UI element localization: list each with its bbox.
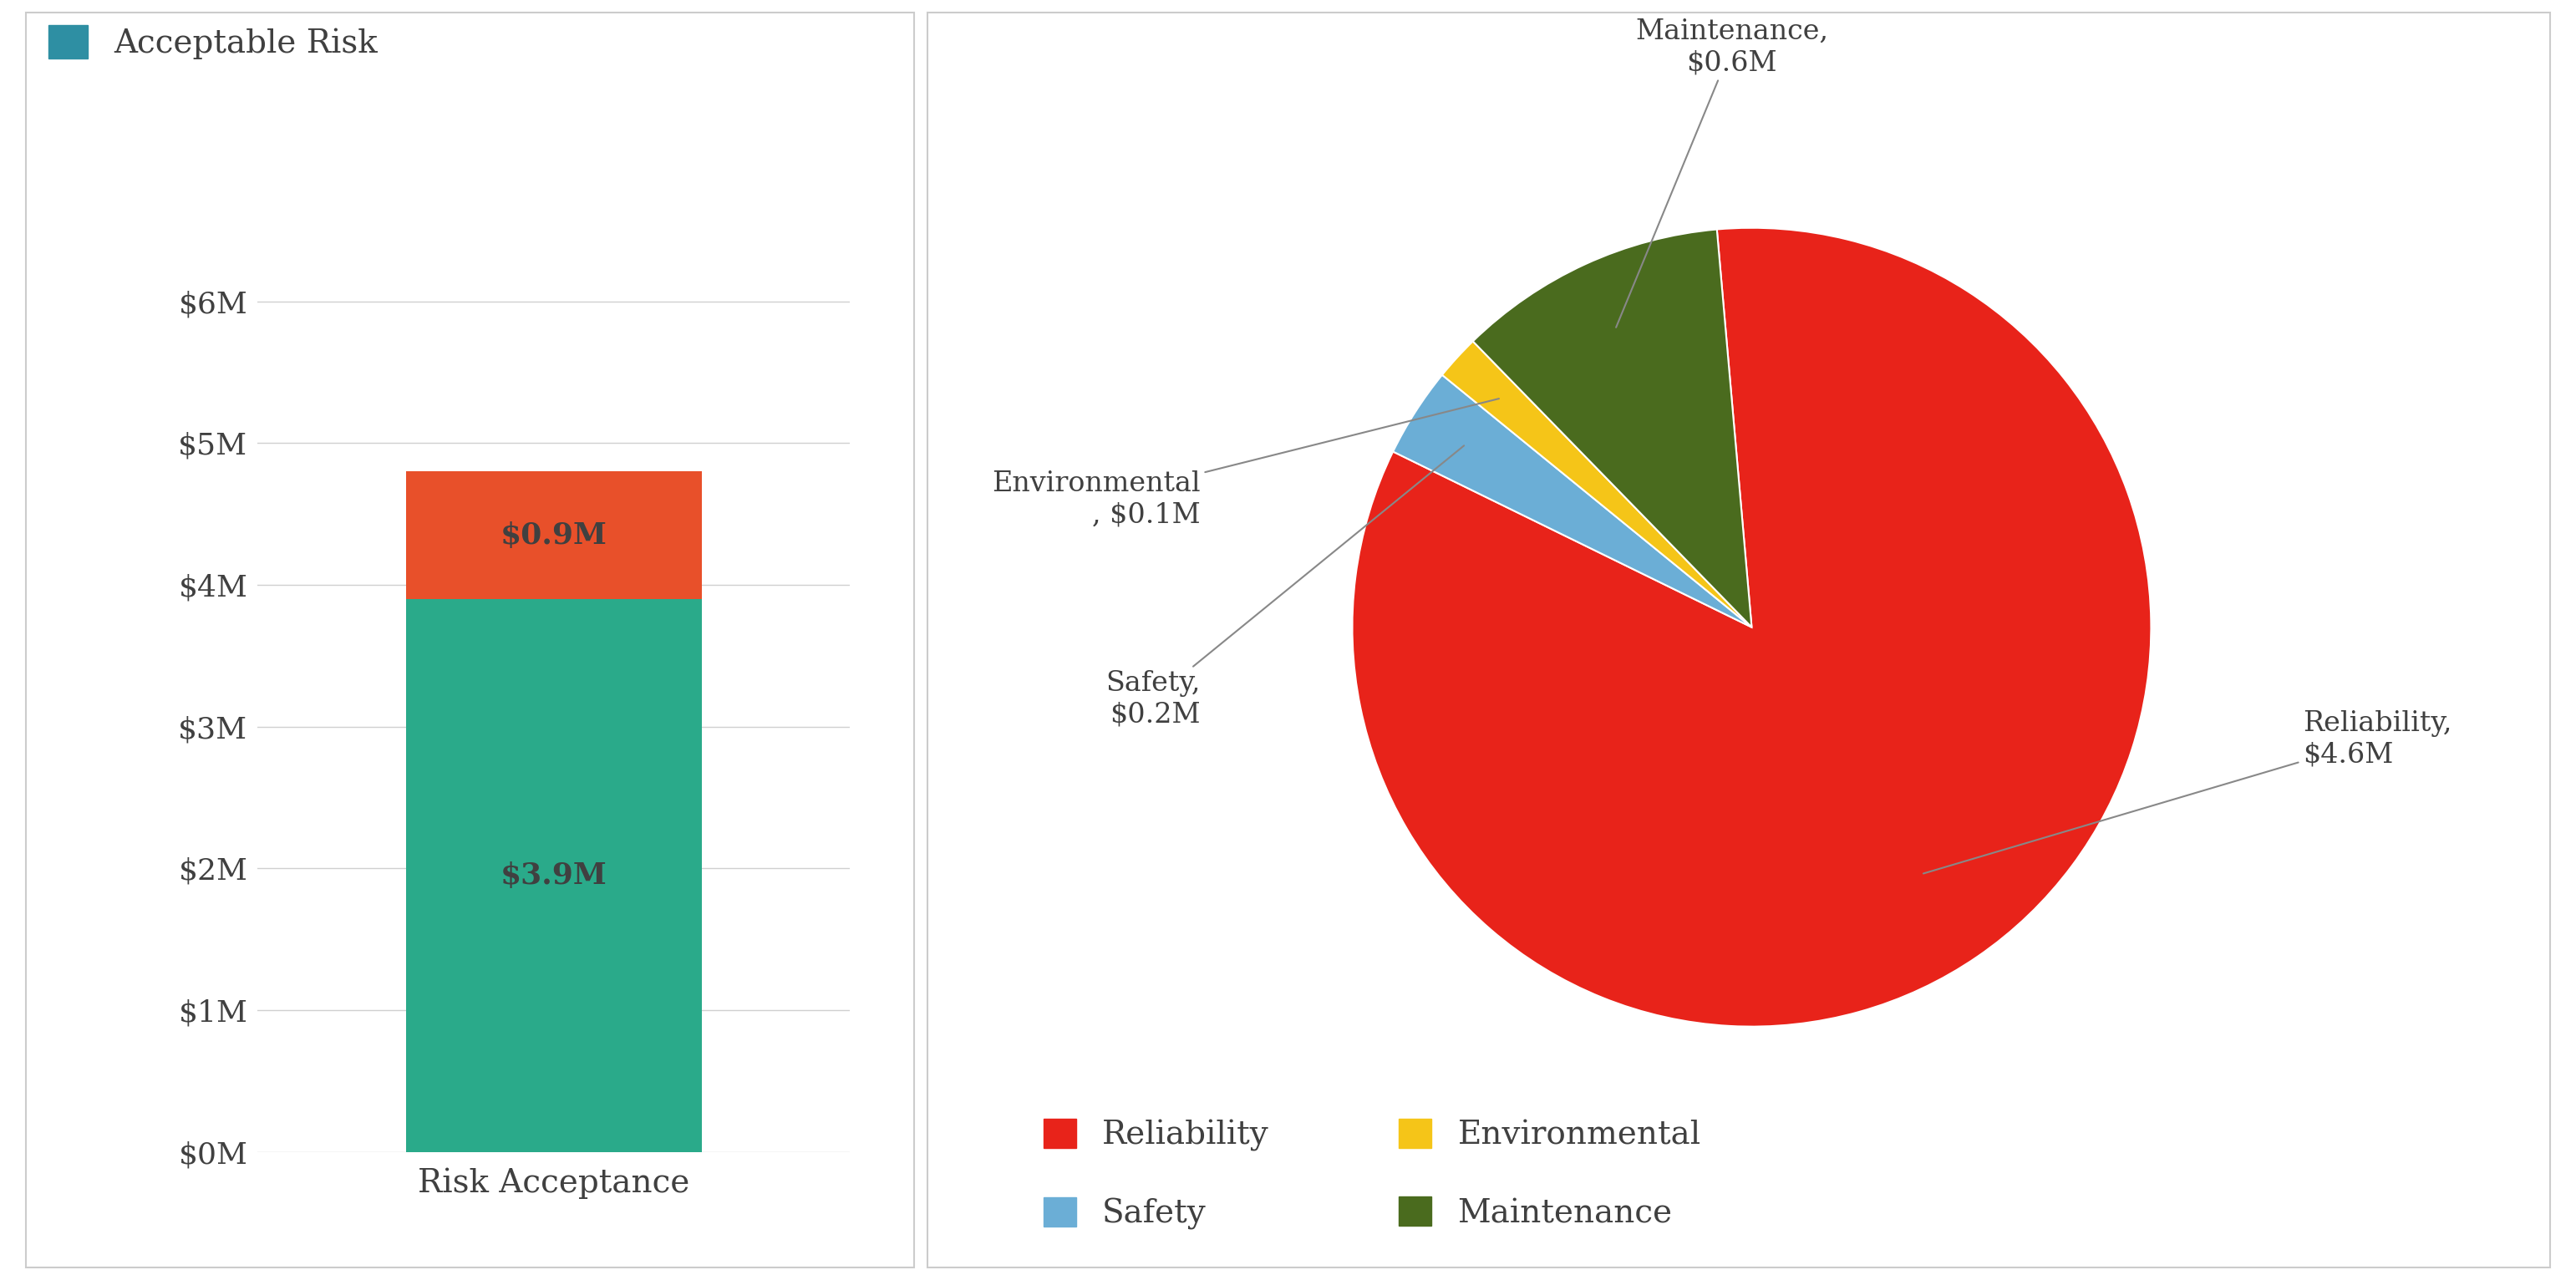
Legend: Reliability, Safety, Environmental, Maintenance: Reliability, Safety, Environmental, Main… xyxy=(1043,1119,1700,1230)
Bar xyxy=(407,599,701,1152)
Text: Safety,
$0.2M: Safety, $0.2M xyxy=(1105,445,1463,728)
Wedge shape xyxy=(1352,228,2151,1027)
Legend: Excess Risk, Acceptable Risk: Excess Risk, Acceptable Risk xyxy=(49,0,379,59)
Wedge shape xyxy=(1394,375,1752,627)
Text: Environmental
, $0.1M: Environmental , $0.1M xyxy=(992,398,1499,529)
Bar xyxy=(407,471,701,599)
Text: Reliability,
$4.6M: Reliability, $4.6M xyxy=(1924,710,2452,873)
Text: Maintenance,
$0.6M: Maintenance, $0.6M xyxy=(1615,18,1829,328)
Text: $0.9M: $0.9M xyxy=(500,521,608,549)
Wedge shape xyxy=(1473,229,1752,627)
Wedge shape xyxy=(1443,342,1752,627)
Text: $3.9M: $3.9M xyxy=(500,861,608,890)
